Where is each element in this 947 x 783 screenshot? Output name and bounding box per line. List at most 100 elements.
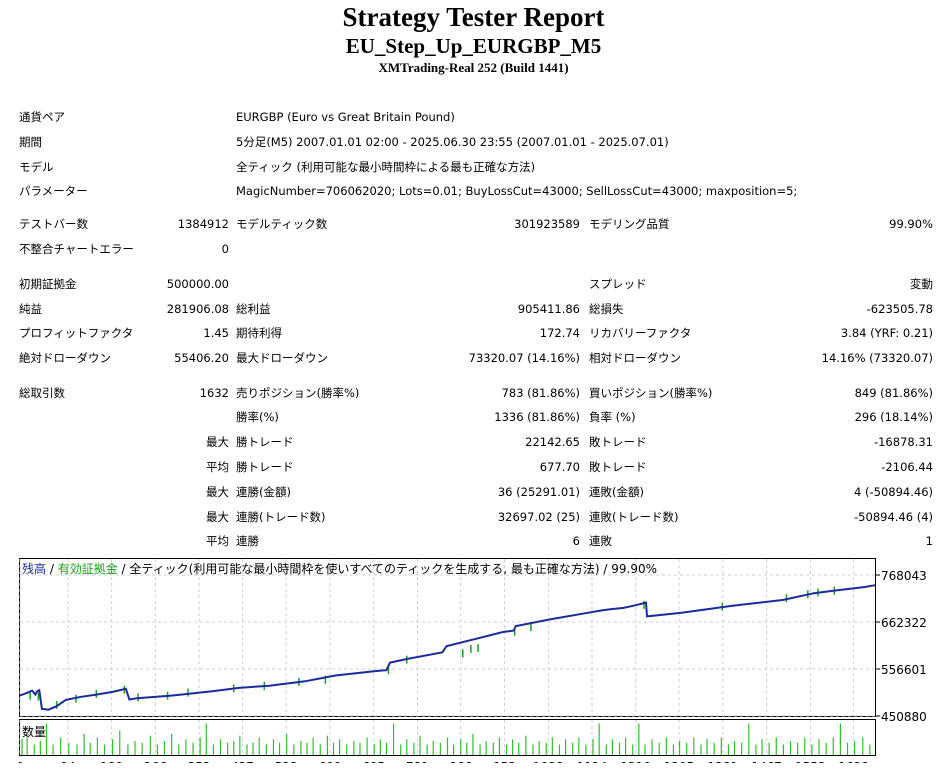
model-value: 全ティック (利用可能な最小時間枠による最も正確な方法) — [236, 160, 536, 174]
x-tick-label: 952 — [493, 760, 516, 763]
max-consec-losses-money-value: 4 (-50894.46) — [854, 485, 933, 499]
main-plot-frame — [19, 558, 876, 717]
total-trades-label: 総取引数 — [19, 386, 65, 400]
spread-label: スプレッド — [589, 277, 647, 291]
gross-profit-value: 905411.86 — [517, 302, 580, 316]
expected-payoff-label: 期待利得 — [236, 326, 282, 340]
server-name: XMTrading-Real 252 (Build 1441) — [378, 60, 569, 75]
x-tick-label: 523 — [275, 760, 298, 763]
largest-win-value: 22142.65 — [525, 435, 580, 449]
x-tick-label: 1553 — [795, 760, 826, 763]
symbol-value: EURGBP (Euro vs Great Britain Pound) — [236, 110, 455, 124]
ticks-value: 301923589 — [514, 217, 580, 231]
avg-prefix: 平均 — [206, 534, 229, 548]
x-tick-label: 266 — [144, 760, 167, 763]
net-profit-label: 純益 — [19, 302, 42, 316]
max-consec-losses-count-value: -50894.46 (4) — [854, 510, 933, 524]
total-trades-value: 1632 — [199, 386, 229, 400]
recovery-factor-value: 3.84 (YRF: 0.21) — [840, 326, 933, 340]
report-title: Strategy Tester Report — [342, 2, 605, 32]
balance-line — [19, 584, 876, 711]
volume-label: 数量 — [22, 724, 46, 739]
x-tick-label: 1038 — [533, 760, 564, 763]
y-tick-label: 450880 — [881, 710, 927, 724]
x-tick-label: 695 — [362, 760, 385, 763]
y-tick-label: 662322 — [881, 616, 927, 630]
gross-profit-label: 総利益 — [236, 302, 271, 316]
net-profit-value: 281906.08 — [166, 302, 229, 316]
max-prefix: 最大 — [206, 435, 229, 449]
profit-factor-value: 1.45 — [203, 326, 229, 340]
expected-payoff-value: 172.74 — [539, 326, 580, 340]
y-tick-label: 556601 — [881, 663, 927, 677]
x-tick-label: 781 — [406, 760, 429, 763]
balance-chart: 768043 662322 556601 450880 0 94 180 266 352 437… — [19, 558, 931, 763]
avg-loss-value: -2106.44 — [881, 460, 933, 474]
quality-value: 99.90% — [889, 217, 933, 231]
errors-value: 0 — [221, 242, 229, 256]
max-consec-wins-count-label: 連勝(トレード数) — [236, 510, 326, 524]
long-positions-value: 849 (81.86%) — [854, 386, 933, 400]
x-tick-label: 1124 — [577, 760, 608, 763]
max-prefix: 最大 — [206, 510, 229, 524]
max-consec-wins-money-label: 連勝(金額) — [236, 485, 291, 499]
balance-chart-svg: 768043 662322 556601 450880 0 94 180 266 352 437… — [19, 558, 927, 763]
win-rate-value: 1336 (81.86%) — [494, 410, 580, 424]
largest-win-label: 勝トレード — [236, 435, 294, 449]
short-positions-label: 売りポジション(勝率%) — [236, 386, 360, 400]
avg-consec-wins-label: 連勝 — [236, 534, 259, 548]
profit-factor-label: プロフィットファクタ — [19, 326, 134, 340]
errors-label: 不整合チャートエラー — [19, 242, 134, 256]
rel-drawdown-value: 14.16% (73320.07) — [821, 351, 933, 365]
avg-consec-losses-label: 連敗 — [589, 534, 612, 548]
parameters-label: パラメーター — [19, 184, 88, 198]
legend-separator: / — [46, 562, 58, 576]
ticks-label: モデルティック数 — [236, 217, 328, 231]
x-tick-label: 1210 — [621, 760, 652, 763]
avg-loss-label: 敗トレード — [589, 460, 647, 474]
bars-value: 1384912 — [177, 217, 229, 231]
win-rate-label: 勝率(%) — [236, 410, 279, 424]
avg-win-label: 勝トレード — [236, 460, 294, 474]
period-value: 5分足(M5) 2007.01.01 02:00 - 2025.06.30 23… — [236, 135, 669, 149]
period-label: 期間 — [19, 135, 42, 149]
loss-rate-value: 296 (18.14%) — [854, 410, 933, 424]
deposit-value: 500000.00 — [166, 277, 229, 291]
x-tick-label: 609 — [318, 760, 341, 763]
x-tick-label: 437 — [231, 760, 254, 763]
parameters-value: MagicNumber=706062020; Lots=0.01; BuyLos… — [236, 184, 798, 198]
max-consec-wins-money-value: 36 (25291.01) — [497, 485, 580, 499]
max-prefix: 最大 — [206, 485, 229, 499]
short-positions-value: 783 (81.86%) — [501, 386, 580, 400]
x-tick-label: 180 — [100, 760, 123, 763]
max-drawdown-label: 最大ドローダウン — [236, 351, 328, 365]
max-drawdown-value: 73320.07 (14.16%) — [468, 351, 580, 365]
x-tick-label: 1295 — [664, 760, 695, 763]
x-tick-label: 1467 — [751, 760, 782, 763]
loss-rate-label: 負率 (%) — [589, 410, 636, 424]
max-consec-wins-count-value: 32697.02 (25) — [497, 510, 580, 524]
x-tick-label: 352 — [188, 760, 211, 763]
chart-legend: 残高 / 有効証拠金 / 全ティック(利用可能な最小時間枠を使いすべてのティック… — [22, 561, 657, 576]
x-tick-label: 1638 — [838, 760, 869, 763]
y-tick-labels: 768043 662322 556601 450880 — [875, 569, 927, 724]
abs-drawdown-value: 55406.20 — [174, 351, 229, 365]
legend-balance: 残高 — [22, 561, 46, 576]
avg-prefix: 平均 — [206, 460, 229, 474]
quality-label: モデリング品質 — [589, 217, 670, 231]
y-tick-label: 768043 — [881, 569, 927, 583]
abs-drawdown-label: 絶対ドローダウン — [19, 351, 111, 365]
avg-consec-losses-value: 1 — [925, 534, 933, 548]
max-consec-losses-money-label: 連敗(金額) — [589, 485, 644, 499]
long-positions-label: 買いポジション(勝率%) — [589, 386, 713, 400]
model-label: モデル — [19, 160, 54, 174]
x-tick-label: 1381 — [708, 760, 739, 763]
gross-loss-label: 総損失 — [589, 302, 624, 316]
x-tick-label: 0 — [19, 760, 24, 763]
symbol-label: 通貨ペア — [19, 110, 65, 124]
bars-label: テストバー数 — [19, 217, 88, 231]
x-tick-label: 94 — [60, 760, 75, 763]
legend-model-info: / 全ティック(利用可能な最小時間枠を使いすべてのティックを生成する, 最も正確… — [118, 561, 657, 576]
avg-consec-wins-value: 6 — [572, 534, 580, 548]
largest-loss-label: 敗トレード — [589, 435, 647, 449]
